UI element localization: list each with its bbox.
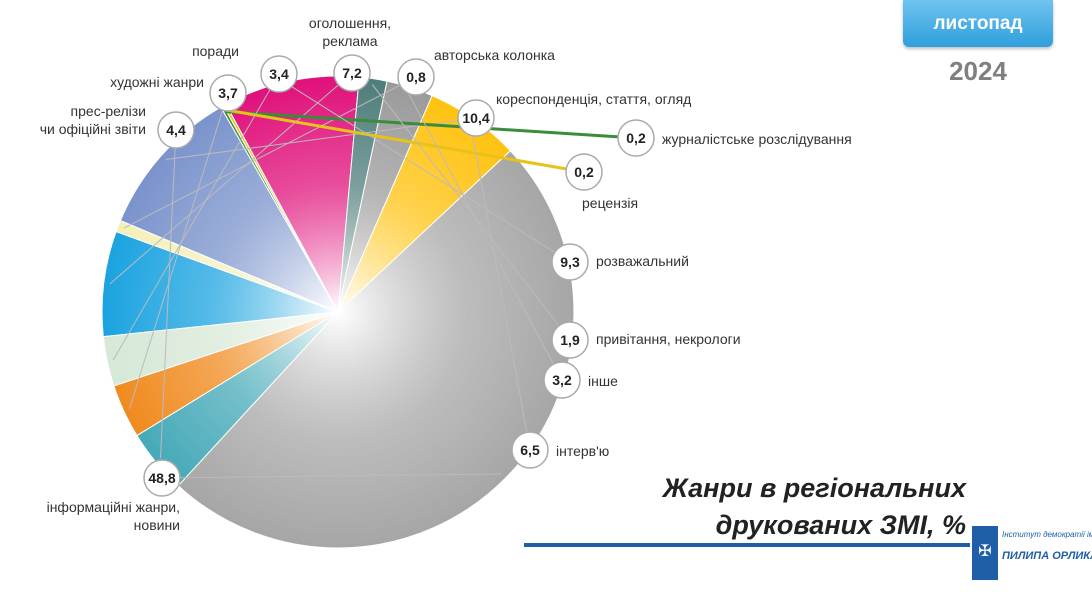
category-label-11: художні жанри	[110, 74, 204, 90]
leader-line-10	[160, 129, 177, 459]
pie-slice-0	[101, 230, 339, 338]
category-label-7: інше	[588, 373, 618, 389]
category-label-3: журналістське розслідування	[662, 131, 852, 147]
institute-logo: ✠ Інститут демократії імені ПИЛИПА ОРЛИК…	[972, 520, 1092, 580]
chart-title: Жанри в регіональних друкованих ЗМІ, %	[663, 470, 966, 544]
value-bubbles: 7,2 0,8 10,4 0,2 0,2 9,3 1,9 3,2 6,5 48,8 4,4 3,7 3,…	[143, 54, 655, 497]
leader-line-11	[128, 92, 229, 409]
logo-text-line-2: ПИЛИПА ОРЛИКА	[1002, 550, 1092, 562]
value-bubble-2	[457, 99, 495, 137]
value-bubble-9	[143, 459, 181, 497]
value-bubble-8	[511, 431, 549, 469]
value-label-11: 3,7	[218, 85, 238, 101]
pie-slice-12	[102, 311, 339, 387]
category-label-5: розважальний	[596, 253, 689, 269]
category-label-8: інтерв'ю	[556, 443, 609, 459]
value-bubble-6	[551, 321, 589, 359]
category-labels: оголошення, реклама авторська колонка корес…	[40, 15, 852, 533]
value-label-0: 7,2	[342, 65, 362, 81]
leader-line-3	[225, 110, 637, 140]
title-underline	[524, 543, 970, 547]
chart-title-line-2: друкованих ЗМІ, %	[715, 510, 966, 540]
value-bubble-5	[551, 243, 589, 281]
period-month-badge: листопад	[903, 0, 1053, 47]
value-bubble-11	[209, 74, 247, 112]
value-bubble-1	[397, 58, 435, 96]
value-label-5: 9,3	[560, 254, 580, 270]
category-label-2: кореспонденція, стаття, огляд	[496, 91, 691, 107]
pie-slice-9	[177, 150, 575, 549]
leader-line-6	[371, 84, 571, 341]
value-label-1: 0,8	[406, 69, 426, 85]
value-label-10: 4,4	[166, 122, 186, 138]
value-label-8: 6,5	[520, 442, 540, 458]
category-label-9: інформаційні жанри, новини	[47, 499, 180, 533]
value-bubble-10	[157, 111, 195, 149]
value-label-2: 10,4	[462, 110, 489, 126]
category-label-1: авторська колонка	[434, 47, 555, 63]
trident-logo-icon: ✠	[972, 526, 998, 580]
leader-line-12	[112, 73, 280, 361]
leader-line-9	[161, 473, 502, 479]
category-label-12: поради	[192, 43, 239, 59]
value-label-12: 3,4	[269, 66, 289, 82]
leader-line-7	[407, 92, 563, 381]
value-label-3: 0,2	[626, 130, 646, 146]
value-label-7: 3,2	[552, 372, 572, 388]
chart-title-line-1: Жанри в регіональних	[662, 473, 966, 503]
value-bubble-4	[565, 153, 603, 191]
category-label-0: оголошення, реклама	[309, 15, 391, 49]
period-year: 2024	[949, 56, 1007, 86]
category-label-4: рецензія	[582, 195, 638, 211]
leader-line-4	[227, 108, 585, 174]
value-bubble-3	[617, 119, 655, 157]
value-label-9: 48,8	[148, 470, 175, 486]
value-label-4: 0,2	[574, 164, 594, 180]
category-label-6: привітання, некрологи	[596, 331, 741, 347]
logo-text-line-1: Інститут демократії імені	[1002, 530, 1092, 539]
leader-line-0	[109, 72, 353, 285]
leader-lines	[109, 72, 637, 479]
value-bubble-12	[260, 55, 298, 93]
value-label-6: 1,9	[560, 332, 580, 348]
leader-line-5	[291, 86, 571, 263]
value-bubble-7	[543, 361, 581, 399]
value-bubble-0	[333, 54, 371, 92]
category-label-10: прес-релізи чи офіційні звіти	[40, 103, 146, 137]
leader-line-8	[470, 124, 531, 451]
